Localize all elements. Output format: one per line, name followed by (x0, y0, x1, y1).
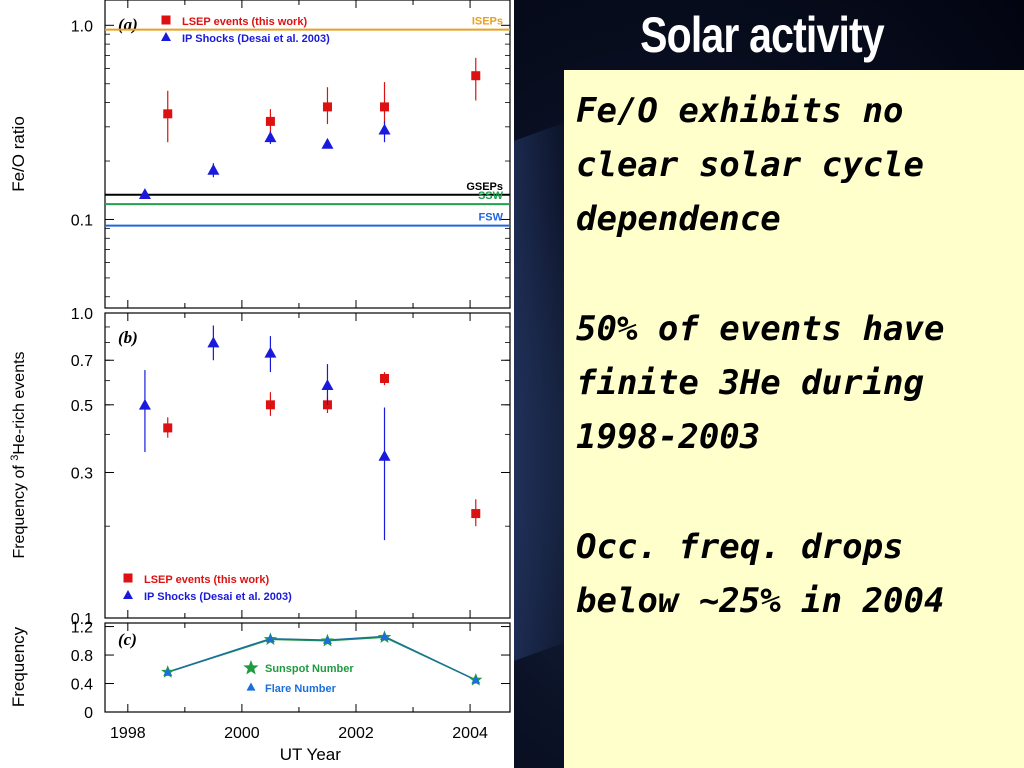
legend-label: Flare Number (265, 683, 337, 695)
bullet-3: Occ. freq. drops below ~25% in 2004 (576, 527, 945, 621)
data-point (380, 632, 390, 641)
data-point (471, 509, 481, 519)
legend-label: LSEP events (this work) (182, 16, 307, 28)
x-tick-label: 2004 (452, 725, 488, 742)
y-tick-label: 0.3 (71, 465, 93, 482)
bullet-1: Fe/O exhibits no clear solar cycle depen… (576, 91, 924, 239)
reference-line-label: FSW (479, 212, 504, 224)
data-point (471, 675, 481, 684)
plot-frame (104, 312, 511, 619)
data-point (322, 635, 332, 644)
legend-marker (161, 15, 171, 25)
y-tick-label: 0.1 (71, 611, 93, 628)
data-point (380, 102, 390, 112)
data-point (138, 398, 151, 410)
y-axis-title: Frequency (9, 626, 28, 707)
data-point (163, 667, 173, 676)
legend-label: Sunspot Number (265, 663, 354, 675)
y-tick-label: 1.0 (71, 306, 93, 323)
y-axis-title: Frequency of 3He-rich events (9, 351, 28, 558)
data-point (380, 373, 390, 383)
data-point (264, 131, 277, 143)
legend-marker (246, 682, 256, 691)
y-axis-title: Fe/O ratio (9, 116, 28, 192)
legend-label: IP Shocks (Desai et al. 2003) (144, 591, 292, 603)
data-point (265, 634, 275, 643)
bullet-list: Fe/O exhibits no clear solar cycle depen… (576, 84, 1022, 628)
data-point (321, 379, 334, 390)
reference-line-label: ISEPs (472, 16, 503, 28)
y-tick-label: 0.1 (71, 212, 93, 229)
legend-marker (123, 573, 133, 583)
y-tick-label: 0.5 (71, 398, 93, 415)
bullet-2: 50% of events have finite 3He during 199… (576, 309, 945, 457)
slide-panel: Solar activity Fe/O exhibits no clear so… (514, 0, 1024, 768)
y-tick-label: 0.8 (71, 648, 93, 665)
text-box: Fe/O exhibits no clear solar cycle depen… (564, 70, 1024, 768)
data-point (378, 449, 391, 461)
y-tick-label: 0 (84, 705, 93, 722)
panel-label: (b) (118, 328, 138, 347)
data-point (264, 346, 277, 358)
panel-label: (a) (118, 15, 138, 34)
data-point (265, 400, 275, 410)
y-tick-label: 1.2 (71, 620, 93, 637)
plot-frame (104, 622, 511, 713)
legend-label: LSEP events (this work) (144, 574, 269, 586)
y-tick-label: 1.0 (71, 18, 93, 35)
legend-marker (123, 590, 133, 599)
y-tick-label: 0.7 (71, 353, 93, 370)
data-point (265, 116, 275, 126)
data-point (322, 102, 332, 112)
x-tick-label: 2000 (224, 725, 260, 742)
data-point (163, 109, 173, 119)
data-point (163, 423, 173, 433)
data-point (207, 163, 220, 175)
slide-title: Solar activity (640, 7, 885, 63)
legend-marker (161, 32, 171, 41)
figure: 1.0 0.1 (a) 1.0 0.7 0.5 0.3 0.1 (b) 1.2 0.8 0.4 0 (c)… (9, 0, 511, 764)
x-axis-title: UT Year (280, 745, 341, 764)
panel-label: (c) (118, 630, 137, 649)
data-point (471, 71, 481, 81)
data-point (138, 188, 151, 199)
data-point (321, 137, 334, 149)
data-point (378, 123, 391, 135)
reference-line-label: GSEPs (466, 181, 503, 193)
data-point (207, 336, 220, 348)
x-tick-label: 2002 (338, 725, 374, 742)
plot-frame (104, 0, 511, 309)
legend-marker (243, 660, 259, 675)
y-tick-label: 0.4 (71, 677, 93, 694)
reference-line-label: SSW (478, 190, 504, 202)
legend-label: IP Shocks (Desai et al. 2003) (182, 33, 330, 45)
x-tick-label: 1998 (110, 725, 146, 742)
